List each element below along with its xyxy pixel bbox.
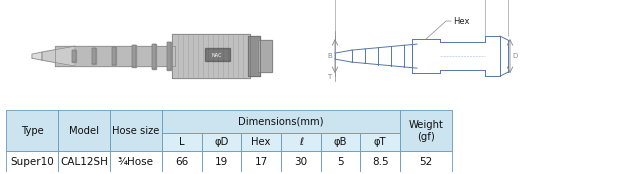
Polygon shape: [167, 42, 171, 70]
Bar: [6, 110, 58, 151]
Polygon shape: [32, 52, 42, 60]
Bar: [202, 151, 241, 172]
Bar: [281, 151, 321, 172]
Bar: [241, 133, 281, 151]
Text: 52: 52: [419, 157, 432, 167]
Text: Hose size: Hose size: [112, 126, 159, 136]
Text: Super10: Super10: [11, 157, 54, 167]
Text: 5: 5: [337, 157, 344, 167]
Bar: [162, 151, 202, 172]
Bar: [202, 133, 241, 151]
Bar: [162, 133, 202, 151]
Text: 30: 30: [294, 157, 307, 167]
Text: Weight
(gf): Weight (gf): [409, 120, 444, 142]
Polygon shape: [258, 40, 272, 72]
Bar: [241, 151, 281, 172]
Polygon shape: [132, 45, 136, 67]
Text: Hex: Hex: [453, 17, 470, 26]
Text: Model: Model: [69, 126, 99, 136]
Text: D: D: [512, 53, 517, 59]
Bar: [400, 110, 452, 151]
Text: ¾Hose: ¾Hose: [118, 157, 154, 167]
Bar: [321, 151, 360, 172]
Bar: [110, 110, 162, 151]
Polygon shape: [92, 49, 96, 64]
Text: φB: φB: [334, 137, 347, 147]
Text: φD: φD: [214, 137, 229, 147]
Polygon shape: [152, 44, 156, 69]
Text: Hex: Hex: [252, 137, 271, 147]
Text: NAC: NAC: [212, 53, 222, 58]
Text: CAL12SH: CAL12SH: [60, 157, 108, 167]
Polygon shape: [72, 50, 76, 62]
Text: T: T: [326, 74, 331, 80]
Text: 66: 66: [175, 157, 188, 167]
Text: 19: 19: [215, 157, 228, 167]
Polygon shape: [112, 47, 116, 65]
Text: 17: 17: [255, 157, 268, 167]
Text: L: L: [179, 137, 184, 147]
Bar: [58, 151, 110, 172]
Bar: [6, 151, 58, 172]
Text: Dimensions(mm): Dimensions(mm): [238, 117, 324, 127]
Polygon shape: [205, 48, 230, 61]
Polygon shape: [42, 46, 75, 66]
Bar: [58, 110, 110, 151]
Polygon shape: [55, 46, 175, 66]
Polygon shape: [248, 36, 260, 76]
Bar: [400, 151, 452, 172]
Text: Type: Type: [21, 126, 44, 136]
Bar: [162, 110, 400, 133]
Bar: [321, 133, 360, 151]
Text: 8.5: 8.5: [372, 157, 389, 167]
Bar: [360, 133, 400, 151]
Text: φT: φT: [374, 137, 386, 147]
Text: ℓ: ℓ: [299, 137, 303, 147]
Text: B: B: [327, 53, 332, 59]
Bar: [281, 133, 321, 151]
Polygon shape: [172, 34, 250, 78]
Bar: [360, 151, 400, 172]
Bar: [110, 151, 162, 172]
